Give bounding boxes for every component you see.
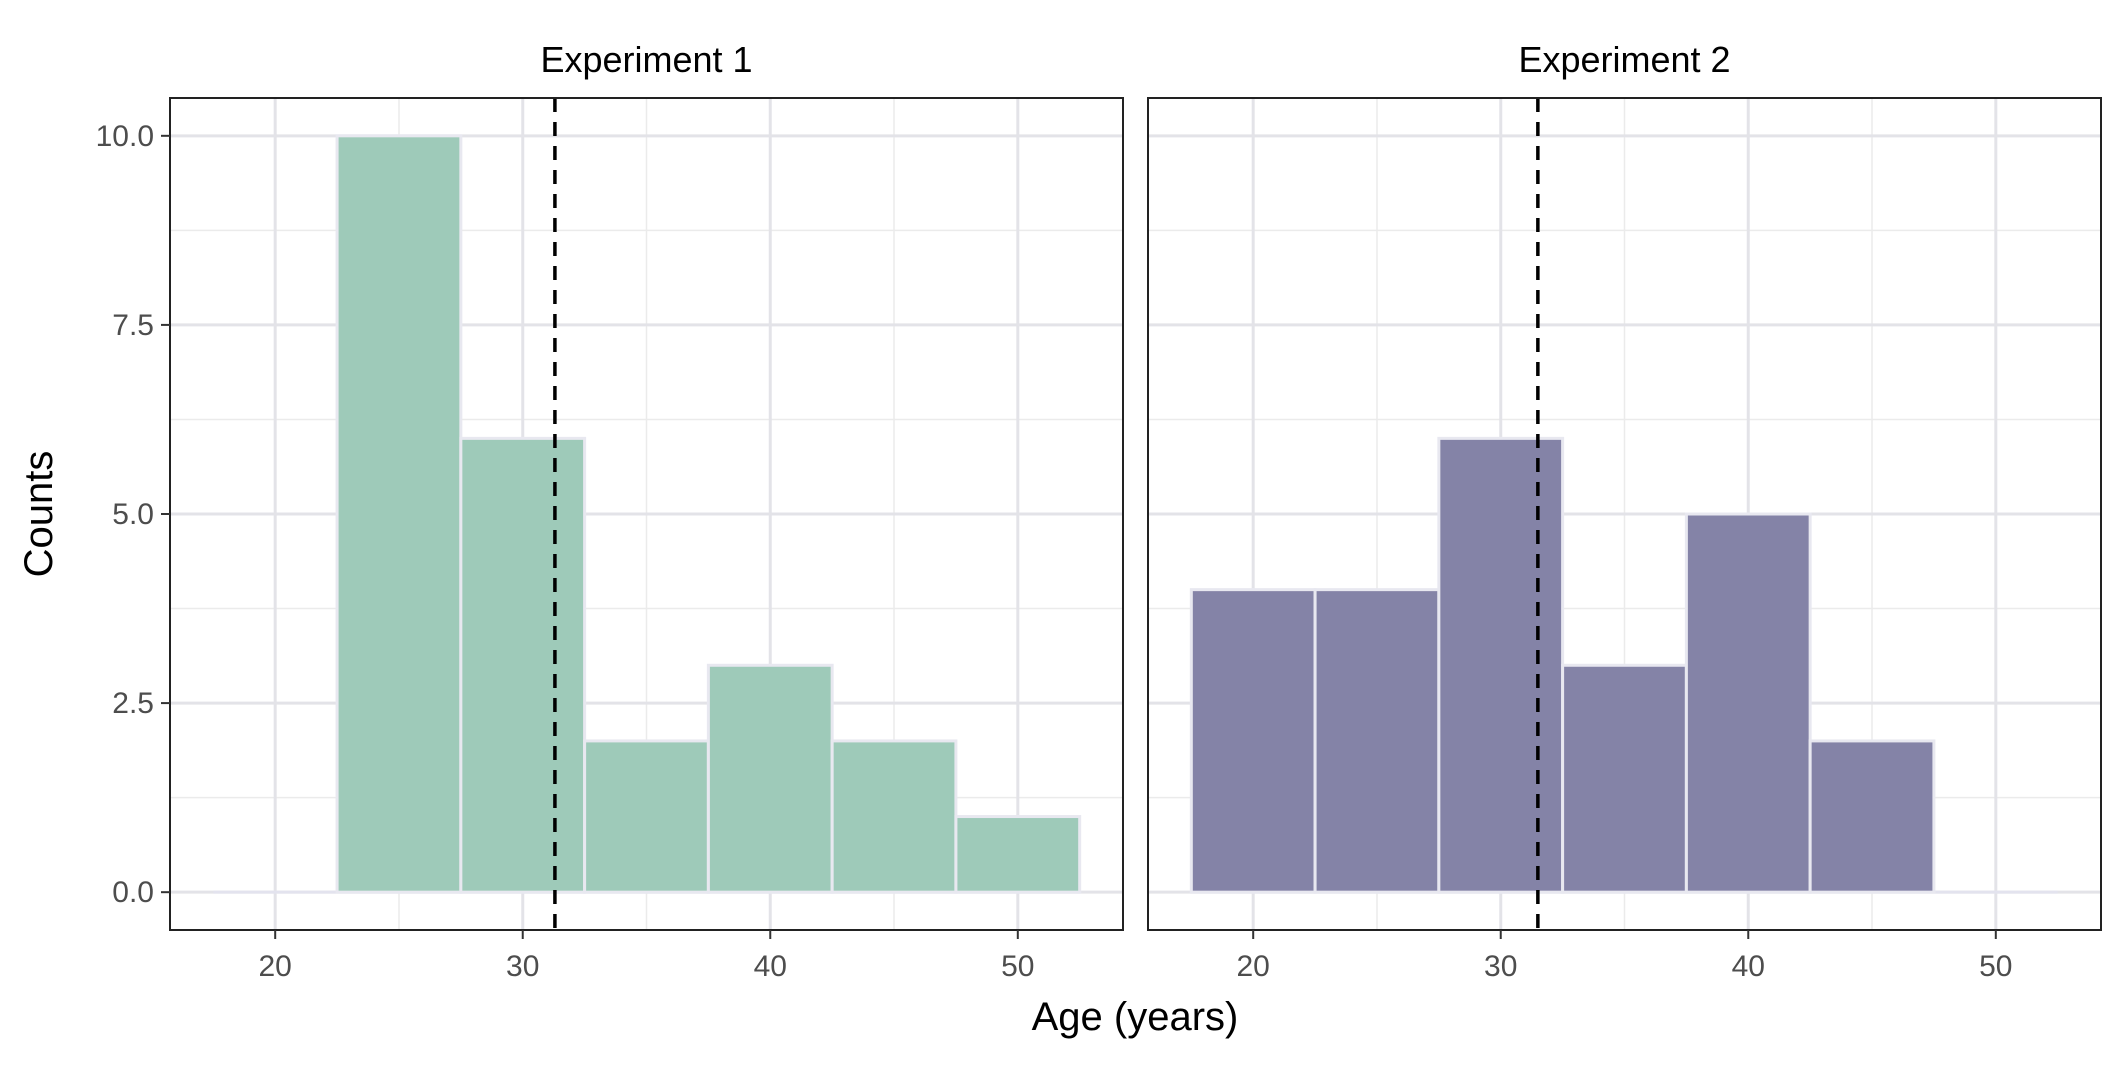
histogram-bar [1561, 663, 1688, 894]
x-tick-label: 30 [506, 950, 539, 983]
y-axis-title: Counts [17, 451, 61, 578]
histogram-bar [1437, 436, 1565, 894]
y-tick-label: 2.5 [112, 687, 154, 720]
x-tick-label: 40 [1732, 950, 1765, 983]
panel-2: Experiment 2 20 30 40 50 [1147, 39, 2102, 983]
x-tick-label: 50 [1001, 950, 1034, 983]
panel-title: Experiment 2 [1518, 39, 1730, 80]
histogram-bar [459, 436, 587, 894]
y-tick-label: 10.0 [96, 120, 154, 153]
x-axis-title: Age (years) [1032, 995, 1239, 1039]
histogram-bar [1808, 739, 1936, 894]
x-tick-label: 50 [1979, 950, 2012, 983]
histogram-bar [1684, 512, 1812, 894]
histogram-bar [830, 739, 958, 894]
x-tick-label: 20 [1237, 950, 1270, 983]
histogram-bar [583, 739, 710, 894]
histogram-bar [954, 815, 1082, 894]
histogram-bar [1313, 588, 1441, 894]
panel-border [1147, 97, 2102, 931]
y-tick-label: 7.5 [112, 309, 154, 342]
y-tick-label: 0.0 [112, 876, 154, 909]
y-tick-label: 5.0 [112, 498, 154, 531]
histogram-bar [335, 134, 463, 894]
panel-title: Experiment 1 [540, 39, 752, 80]
x-tick-label: 30 [1484, 950, 1517, 983]
histogram-bar [1189, 588, 1317, 894]
x-tick-label: 40 [754, 950, 787, 983]
histogram-bar [706, 663, 834, 894]
panel-1: Experiment 1 20 30 40 50 0.0 2.5 5.0 7.5 10.0 [96, 39, 1124, 983]
x-tick-label: 20 [259, 950, 292, 983]
